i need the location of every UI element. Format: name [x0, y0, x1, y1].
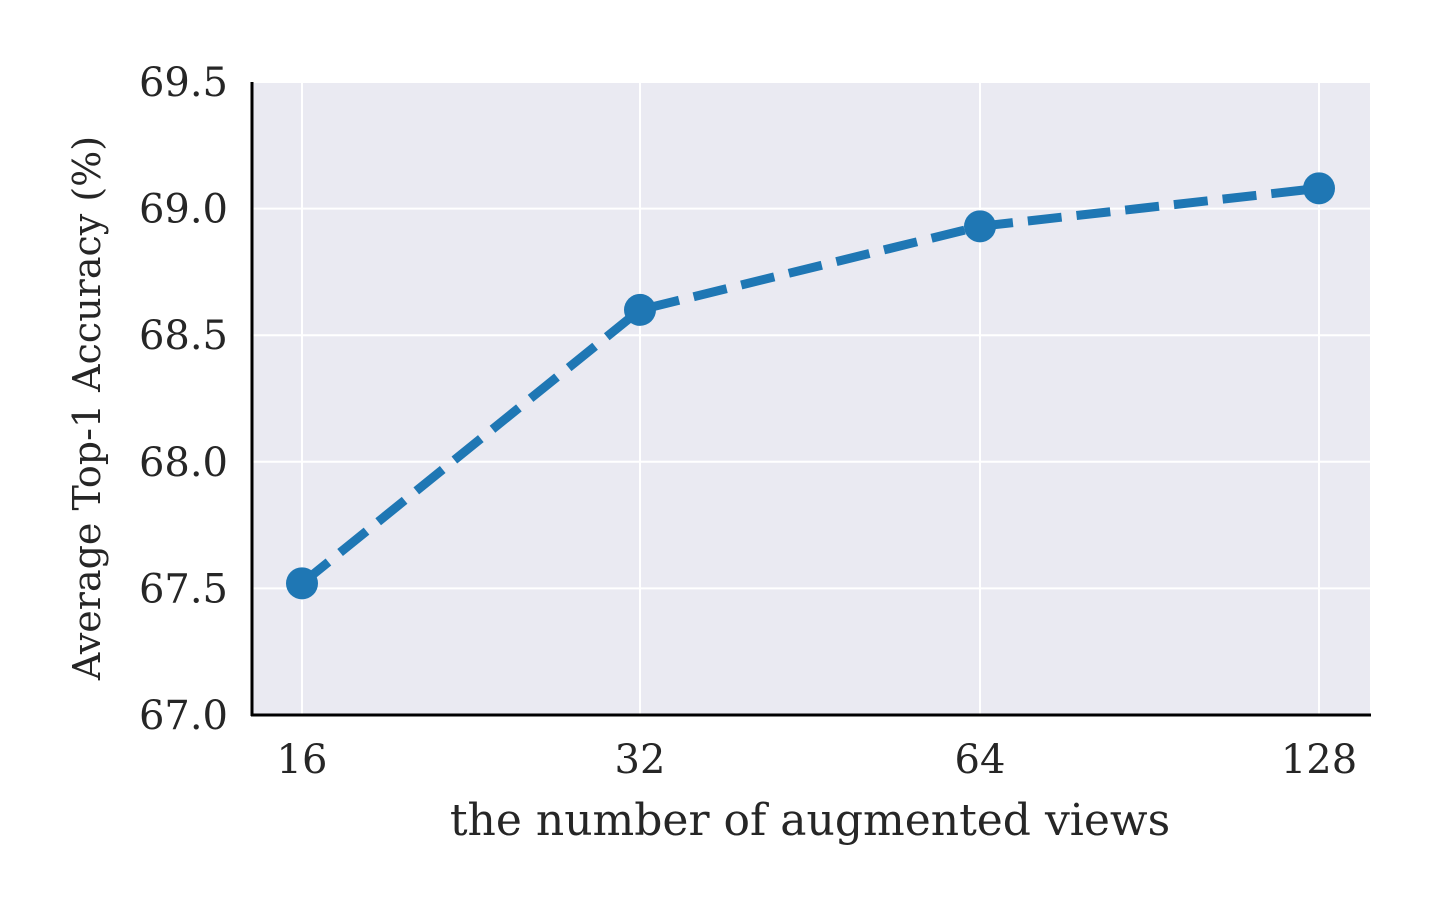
- grid-lines: [252, 81, 1370, 716]
- x-tick-label: 16: [277, 737, 328, 783]
- data-point: [286, 567, 318, 600]
- x-tick-label: 64: [955, 737, 1006, 783]
- y-tick-label: 67.0: [139, 693, 228, 739]
- series-line: [299, 183, 1320, 587]
- y-tick-label: 67.5: [139, 566, 228, 612]
- y-tick-label: 68.5: [139, 313, 228, 359]
- x-tick-label: 32: [615, 737, 666, 783]
- data-point: [1303, 172, 1335, 205]
- tick-labels: 67.0 67.5 68.0 68.5 69.0 69.5 16 32 64 128: [139, 60, 1357, 783]
- data-point: [964, 210, 996, 243]
- x-axis-title: the number of augmented views: [450, 795, 1170, 846]
- plot-background: [252, 82, 1370, 715]
- x-tick-label: 128: [1281, 737, 1357, 783]
- data-series: [286, 172, 1335, 600]
- data-point: [624, 293, 656, 326]
- y-axis-title: Average Top-1 Accuracy (%): [65, 136, 109, 681]
- y-tick-label: 69.0: [139, 187, 228, 233]
- y-tick-label: 69.5: [139, 60, 228, 106]
- y-tick-label: 68.0: [139, 440, 228, 486]
